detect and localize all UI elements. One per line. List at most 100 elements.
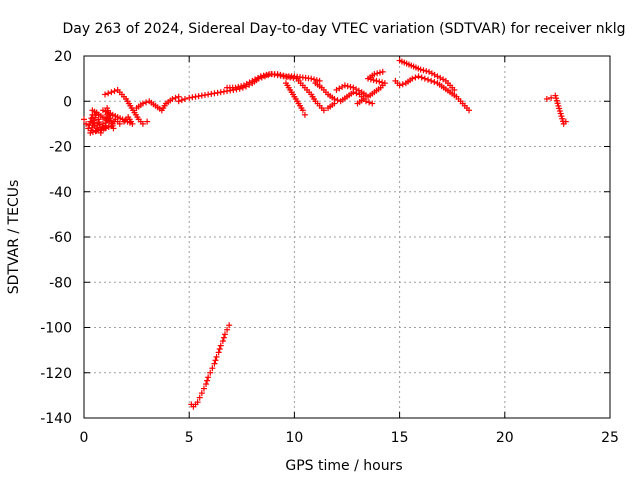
data-point-marker	[224, 326, 231, 333]
data-point-marker	[219, 338, 226, 345]
data-point-marker	[334, 97, 341, 104]
data-point-marker	[232, 84, 239, 91]
data-point-marker	[379, 68, 386, 75]
data-point-marker	[105, 123, 112, 130]
data-point-marker	[139, 100, 146, 107]
data-point-marker	[431, 79, 438, 86]
data-point-marker	[277, 71, 284, 78]
data-point-marker	[428, 77, 435, 84]
data-point-marker	[198, 390, 205, 397]
data-point-marker	[347, 83, 354, 90]
axis-ticks	[83, 55, 611, 419]
data-point-marker	[399, 81, 406, 88]
x-tick-label: 10	[285, 430, 303, 446]
data-point-marker	[373, 77, 380, 84]
data-point-marker	[466, 107, 473, 114]
data-point-marker	[341, 82, 348, 89]
data-point-marker	[280, 72, 287, 79]
data-point-marker	[87, 118, 94, 125]
data-point-marker	[366, 99, 373, 106]
data-point-marker	[421, 75, 428, 82]
data-point-marker	[83, 120, 90, 127]
data-point-marker	[213, 353, 220, 360]
data-point-marker	[543, 95, 550, 102]
data-point-marker	[360, 95, 367, 102]
y-tick-label: -20	[49, 140, 72, 156]
data-point-marker	[103, 124, 110, 131]
data-point-marker	[331, 95, 338, 102]
x-tick-label: 15	[391, 430, 409, 446]
y-tick-label: -40	[49, 185, 72, 201]
data-point-marker	[200, 385, 207, 392]
y-tick-label: -140	[40, 411, 72, 427]
data-point-marker	[320, 107, 327, 114]
y-tick-label: 0	[63, 94, 72, 110]
data-point-marker	[226, 322, 233, 329]
data-point-marker	[409, 75, 416, 82]
data-point-marker	[143, 99, 150, 106]
data-point-marker	[100, 125, 107, 132]
data-point-marker	[220, 334, 227, 341]
data-point-marker	[181, 95, 188, 102]
data-point-marker	[196, 394, 203, 401]
data-point-marker	[194, 399, 201, 406]
data-point-marker	[87, 129, 94, 136]
data-point-marker	[144, 118, 151, 125]
data-point-marker	[257, 73, 264, 80]
data-point-marker	[370, 77, 377, 84]
data-point-marker	[412, 74, 419, 81]
data-point-marker	[178, 97, 185, 104]
x-tick-label: 0	[80, 430, 89, 446]
data-point-marker	[301, 111, 308, 118]
data-point-marker	[169, 95, 176, 102]
data-point-marker	[205, 374, 212, 381]
data-point-marker	[260, 72, 267, 79]
data-point-marker	[105, 90, 112, 97]
data-point-marker	[81, 116, 87, 123]
data-point-marker	[313, 77, 320, 84]
data-point-marker	[139, 120, 146, 127]
data-point-marker	[175, 98, 182, 105]
data-point-marker	[420, 67, 427, 74]
y-tick-labels: 20 0 -20 -40 -60 -80 -100 -120 -140	[40, 49, 72, 427]
data-point-marker	[209, 365, 216, 372]
data-point-marker	[311, 76, 318, 83]
data-point-marker	[418, 74, 425, 81]
data-point-marker	[216, 345, 223, 352]
data-point-marker	[203, 381, 210, 388]
data-point-marker	[369, 100, 376, 107]
data-points	[81, 57, 569, 410]
data-point-marker	[92, 128, 99, 135]
data-point-marker	[108, 89, 115, 96]
data-point-marker	[299, 107, 306, 114]
data-point-marker	[374, 70, 381, 77]
data-point-marker	[376, 69, 383, 76]
data-point-marker	[379, 79, 386, 86]
data-point-marker	[562, 118, 569, 125]
y-tick-label: -100	[40, 321, 72, 337]
data-point-marker	[207, 369, 214, 376]
data-point-marker	[425, 76, 432, 83]
data-point-marker	[111, 88, 118, 95]
x-tick-label: 5	[185, 430, 194, 446]
data-point-marker	[423, 68, 430, 75]
y-tick-label: 20	[54, 49, 72, 65]
data-point-marker	[381, 80, 388, 87]
data-point-marker	[204, 377, 211, 384]
data-point-marker	[89, 107, 96, 114]
y-tick-label: -120	[40, 366, 72, 382]
data-point-marker	[97, 126, 104, 133]
data-point-marker	[308, 75, 315, 82]
data-point-marker	[89, 129, 96, 136]
data-point-marker	[211, 360, 218, 367]
data-point-marker	[396, 82, 403, 89]
data-point-marker	[344, 83, 351, 90]
data-point-marker	[172, 94, 179, 101]
data-point-marker	[95, 127, 102, 134]
x-tick-label: 25	[601, 430, 619, 446]
data-point-marker	[274, 71, 281, 78]
grid-lines	[84, 56, 610, 418]
data-point-marker	[235, 83, 242, 90]
data-point-marker	[221, 331, 228, 338]
